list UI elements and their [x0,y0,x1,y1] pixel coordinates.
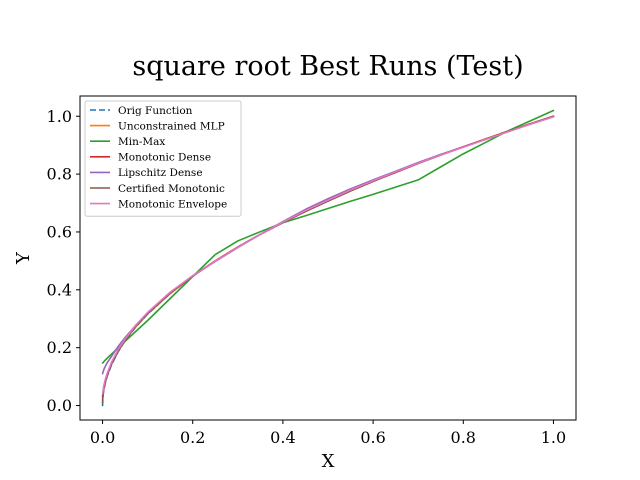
x-tick-label: 0.4 [270,428,295,447]
x-tick-label: 0.0 [90,428,115,447]
y-axis-label: Y [13,251,34,265]
legend-entry: Min-Max [118,136,165,148]
series-layer [101,109,555,407]
legend-entry: Lipschitz Dense [118,167,203,179]
legend-entry: Monotonic Dense [118,152,211,164]
x-tick-label: 0.8 [451,428,476,447]
x-tick-label: 0.2 [180,428,205,447]
y-tick-label: 0.4 [47,280,72,299]
ticks-layer: 0.0 0.2 0.4 0.6 0.8 1.0 0.0 0.2 0.4 0.6 0.8 1.0 [47,107,567,447]
legend-entry: Monotonic Envelope [118,198,227,210]
x-tick-label: 1.0 [541,428,566,447]
y-tick-label: 0.2 [47,338,72,357]
chart-title: square root Best Runs (Test) [132,51,523,82]
y-tick-label: 1.0 [47,107,72,126]
series-line-6 [101,116,555,395]
legend-box [84,100,242,217]
y-tick-label: 0.6 [47,222,72,241]
legend-entry: Unconstrained MLP [118,120,225,132]
y-tick-label: 0.8 [47,165,72,184]
legend: Orig Function Unconstrained MLP Min-Max Mon… [84,100,242,217]
y-tick-label: 0.0 [47,396,72,415]
legend-entry: Orig Function [118,105,193,117]
plot-frame [79,95,577,421]
legend-entry: Certified Monotonic [118,183,225,195]
x-tick-label: 0.6 [360,428,385,447]
series-line-2 [101,109,555,364]
x-axis-label: X [322,451,335,472]
